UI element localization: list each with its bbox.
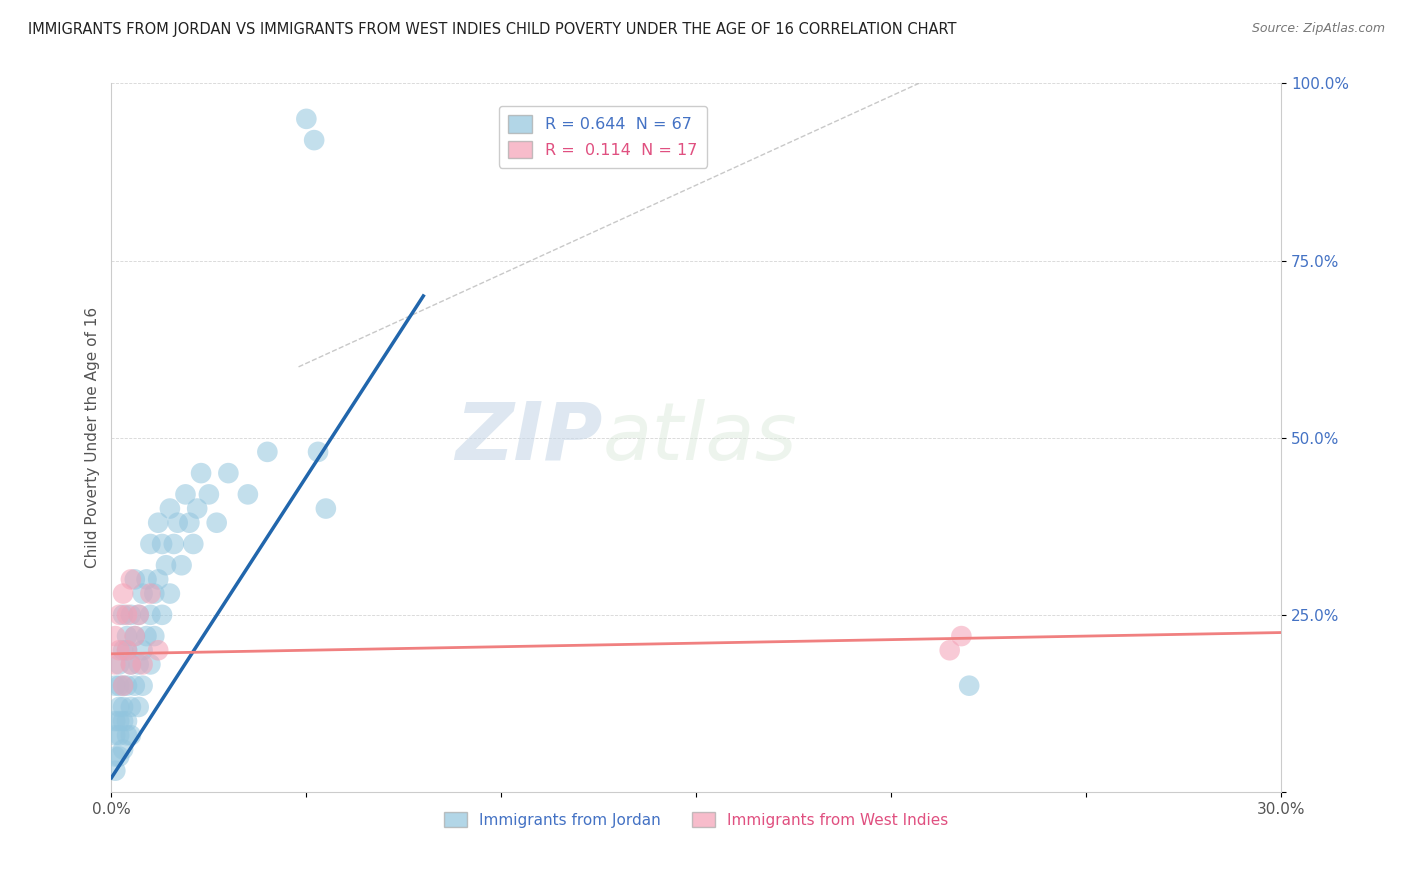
Point	[139, 657, 162, 672]
Point	[148, 573, 170, 587]
Point	[174, 487, 197, 501]
Text: ZIP: ZIP	[456, 399, 603, 476]
Point	[295, 112, 318, 126]
Point	[115, 643, 138, 657]
Point	[104, 749, 127, 764]
Point	[108, 700, 131, 714]
Text: Source: ZipAtlas.com: Source: ZipAtlas.com	[1251, 22, 1385, 36]
Point	[307, 445, 329, 459]
Point	[139, 607, 162, 622]
Point	[128, 607, 150, 622]
Point	[128, 607, 150, 622]
Point	[108, 679, 131, 693]
Point	[159, 586, 181, 600]
Point	[115, 629, 138, 643]
Point	[108, 749, 131, 764]
Point	[104, 629, 127, 643]
Point	[112, 679, 135, 693]
Y-axis label: Child Poverty Under the Age of 16: Child Poverty Under the Age of 16	[86, 307, 100, 568]
Point	[135, 573, 157, 587]
Point	[186, 501, 208, 516]
Point	[115, 728, 138, 742]
Point	[315, 501, 337, 516]
Point	[104, 714, 127, 728]
Point	[112, 586, 135, 600]
Point	[148, 643, 170, 657]
Point	[112, 679, 135, 693]
Point	[159, 501, 181, 516]
Point	[135, 629, 157, 643]
Point	[104, 764, 127, 778]
Point	[938, 643, 960, 657]
Point	[120, 657, 142, 672]
Point	[256, 445, 278, 459]
Text: atlas: atlas	[603, 399, 797, 476]
Point	[120, 728, 142, 742]
Point	[205, 516, 228, 530]
Point	[150, 607, 173, 622]
Point	[108, 607, 131, 622]
Point	[108, 728, 131, 742]
Point	[104, 657, 127, 672]
Point	[302, 133, 325, 147]
Point	[236, 487, 259, 501]
Point	[170, 558, 193, 573]
Point	[128, 700, 150, 714]
Point	[181, 537, 204, 551]
Point	[115, 607, 138, 622]
Point	[128, 657, 150, 672]
Point	[120, 607, 142, 622]
Point	[104, 679, 127, 693]
Point	[217, 466, 239, 480]
Point	[166, 516, 188, 530]
Point	[104, 728, 127, 742]
Point	[120, 573, 142, 587]
Point	[148, 516, 170, 530]
Point	[950, 629, 973, 643]
Point	[120, 700, 142, 714]
Point	[150, 537, 173, 551]
Point	[131, 679, 153, 693]
Point	[155, 558, 177, 573]
Point	[179, 516, 201, 530]
Point	[115, 714, 138, 728]
Legend: Immigrants from Jordan, Immigrants from West Indies: Immigrants from Jordan, Immigrants from …	[439, 805, 955, 834]
Point	[112, 700, 135, 714]
Text: IMMIGRANTS FROM JORDAN VS IMMIGRANTS FROM WEST INDIES CHILD POVERTY UNDER THE AG: IMMIGRANTS FROM JORDAN VS IMMIGRANTS FRO…	[28, 22, 956, 37]
Point	[112, 607, 135, 622]
Point	[143, 629, 166, 643]
Point	[112, 643, 135, 657]
Point	[957, 679, 980, 693]
Point	[131, 657, 153, 672]
Point	[108, 657, 131, 672]
Point	[108, 643, 131, 657]
Point	[131, 643, 153, 657]
Point	[112, 714, 135, 728]
Point	[124, 629, 146, 643]
Point	[112, 742, 135, 756]
Point	[124, 629, 146, 643]
Point	[139, 537, 162, 551]
Point	[124, 573, 146, 587]
Point	[190, 466, 212, 480]
Point	[163, 537, 186, 551]
Point	[108, 714, 131, 728]
Point	[115, 679, 138, 693]
Point	[131, 586, 153, 600]
Point	[198, 487, 221, 501]
Point	[124, 679, 146, 693]
Point	[139, 586, 162, 600]
Point	[120, 657, 142, 672]
Point	[115, 643, 138, 657]
Point	[143, 586, 166, 600]
